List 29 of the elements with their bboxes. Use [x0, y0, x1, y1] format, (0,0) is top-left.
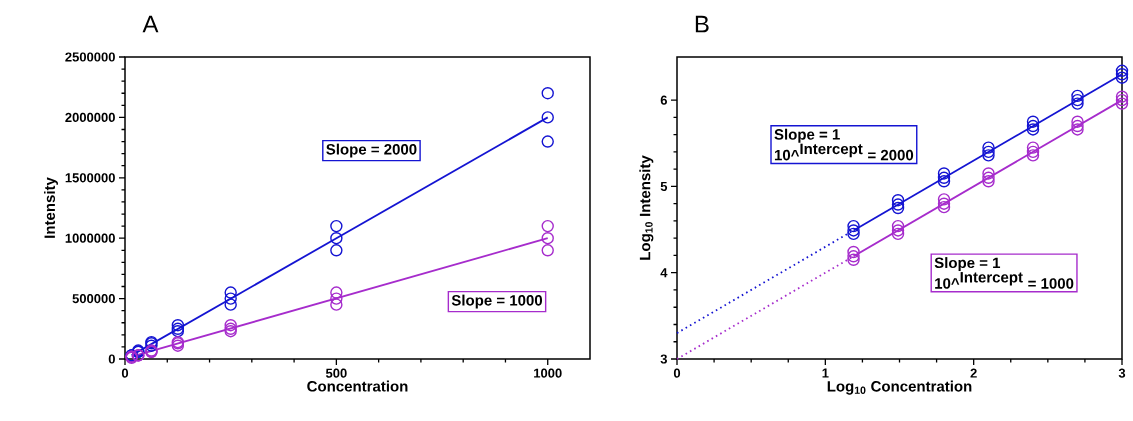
annotation: Slope = 2000 [326, 143, 417, 158]
y-tick-label: 2000000 [65, 112, 115, 122]
annotation: $\textbf{10\textasciicircum}^{\textbf{Intercept}}\textbf{ = 1000}$ [935, 272, 1074, 289]
chart-title: A [142, 15, 159, 33]
y-tick-label: 5 [660, 181, 668, 191]
x-tick-label: 3 [1118, 368, 1126, 378]
y-tick-label: 1000000 [65, 233, 115, 243]
x-axis-title: Log$_{10}$ Concentration [827, 380, 972, 395]
y-tick-label: 2500000 [65, 52, 115, 62]
y-tick-label: 6 [660, 95, 667, 105]
y-tick-label: 0 [108, 354, 115, 364]
y-axis-title: Log$_{10}$ Intensity [639, 155, 654, 260]
x-axis-title: Concentration [307, 380, 408, 392]
annotation: Slope = 1 [934, 257, 1001, 272]
x-tick-label: 1000 [534, 368, 562, 378]
y-tick-label: 500000 [72, 294, 115, 304]
y-tick-label: 4 [660, 268, 668, 278]
x-tick-label: 2 [970, 368, 977, 378]
y-tick-label: 3 [660, 354, 667, 364]
annotation: Slope = 1 [774, 128, 840, 143]
annotation: Slope = 1000 [451, 294, 543, 309]
chart-title: B [695, 15, 709, 33]
x-tick-label: 500 [325, 368, 347, 378]
x-tick-label: 0 [673, 368, 681, 378]
x-tick-label: 0 [121, 368, 129, 378]
x-tick-label: 1 [822, 368, 829, 378]
y-tick-label: 1500000 [65, 173, 115, 183]
annotation: $\textbf{10\textasciicircum}^{\textbf{Intercept}}\textbf{ = 2000}$ [774, 143, 914, 161]
y-axis-title: Intensity [44, 177, 58, 238]
